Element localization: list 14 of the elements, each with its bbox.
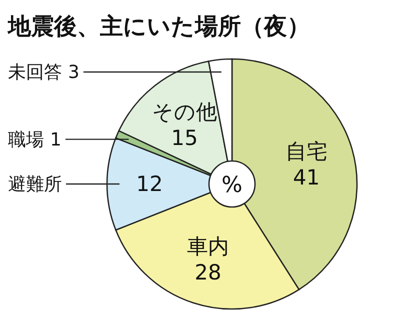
label-slice: 避難所 12: [8, 172, 163, 196]
title: 地震後、主にいた場所（夜）: [8, 14, 310, 40]
label-slice: その他 15: [152, 100, 217, 150]
label-slice: 職場 1: [8, 129, 129, 150]
data-label: 3: [68, 62, 80, 83]
slice-label: 避難所: [8, 174, 62, 195]
label-slice: 車内 28: [187, 234, 230, 285]
label-slice: 未回答 3: [8, 62, 222, 83]
data-label: 1: [50, 129, 62, 150]
slice-label: 未回答: [8, 62, 62, 83]
slice-label: 職場: [8, 129, 44, 150]
text: %: [222, 173, 242, 198]
data-label: 12: [136, 172, 163, 196]
label-slice: 自宅 41: [285, 139, 328, 190]
